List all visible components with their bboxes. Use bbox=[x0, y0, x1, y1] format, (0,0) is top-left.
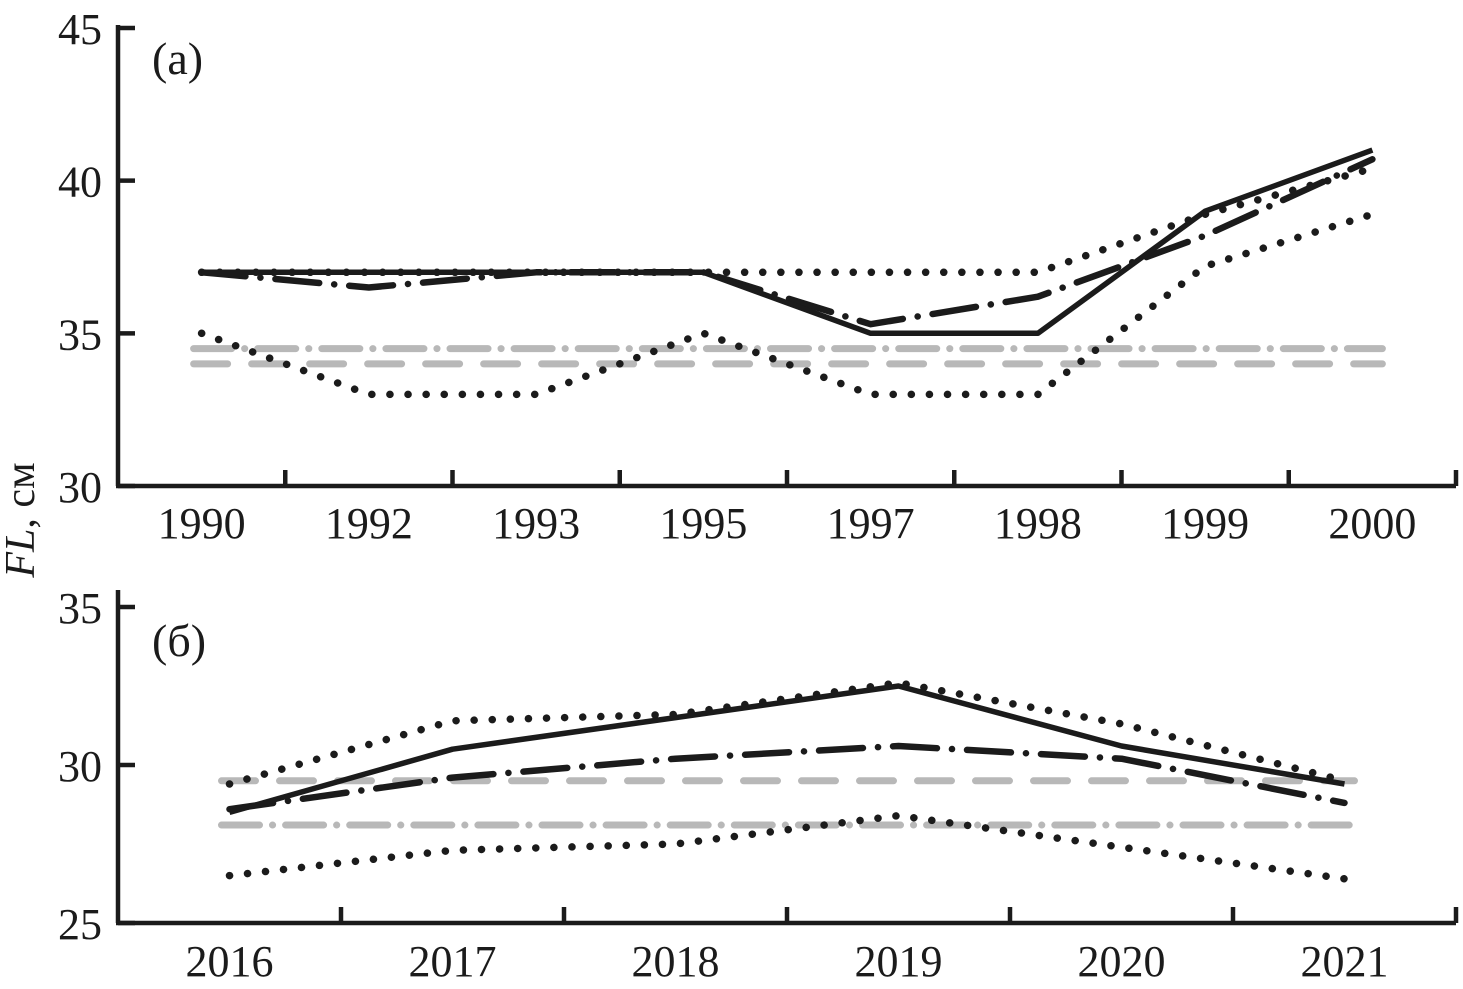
y-axis-label-units: , см bbox=[0, 462, 44, 528]
series-lower-dotted bbox=[225, 811, 1349, 883]
panel-a-label: (a) bbox=[152, 33, 203, 84]
x-tick-label: 2017 bbox=[409, 937, 497, 986]
y-tick-label: 30 bbox=[58, 463, 102, 512]
y-tick-label: 40 bbox=[58, 158, 102, 207]
y-axis-label: FL, см bbox=[0, 462, 44, 578]
panel-b-label: (б) bbox=[152, 615, 206, 666]
x-tick-label: 2021 bbox=[1301, 937, 1389, 986]
x-tick-label: 1990 bbox=[158, 499, 246, 548]
x-tick-label: 1997 bbox=[827, 499, 915, 548]
x-tick-label: 2018 bbox=[632, 937, 720, 986]
series-dash-dot bbox=[198, 156, 1376, 328]
series-solid bbox=[228, 683, 1345, 816]
y-tick-label: 45 bbox=[58, 5, 102, 54]
x-tick-label: 2016 bbox=[186, 937, 274, 986]
x-tick-label: 1992 bbox=[325, 499, 413, 548]
x-tick-label: 2000 bbox=[1328, 499, 1416, 548]
x-tick-label: 1995 bbox=[659, 499, 747, 548]
panel-a: 45 40 35 30 1990 1992 1993 1995 1997 1998 1999 2000 bbox=[58, 5, 1459, 548]
series-solid bbox=[201, 147, 1374, 337]
x-tick-label: 1999 bbox=[1161, 499, 1249, 548]
y-axis-label-variable: FL bbox=[0, 529, 44, 579]
y-tick-label: 35 bbox=[58, 584, 102, 633]
y-tick-label: 35 bbox=[58, 310, 102, 359]
series-lower-dotted bbox=[197, 210, 1377, 399]
series-upper-dotted bbox=[225, 679, 1349, 788]
x-tick-label: 1993 bbox=[492, 499, 580, 548]
y-tick-label: 25 bbox=[58, 900, 102, 949]
x-tick-label: 2020 bbox=[1078, 937, 1166, 986]
x-tick-label: 2019 bbox=[855, 937, 943, 986]
y-tick-label: 30 bbox=[58, 742, 102, 791]
x-tick-label: 1998 bbox=[994, 499, 1082, 548]
panel-b: 35 30 25 2016 2017 2018 2019 2020 2021 bbox=[58, 584, 1459, 986]
series-dash-dot bbox=[226, 742, 1348, 813]
